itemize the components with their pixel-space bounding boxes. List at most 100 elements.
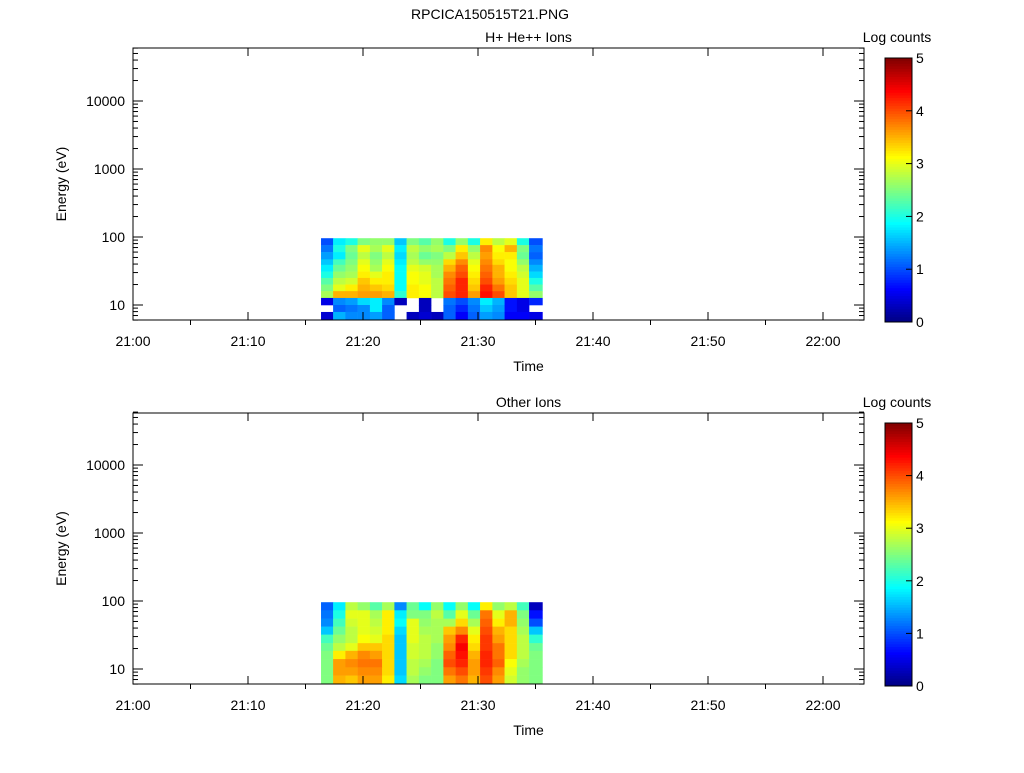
heatmap-cell: [431, 238, 444, 246]
colorbar-segment: [885, 546, 912, 550]
heatmap-cell: [480, 643, 493, 652]
heatmap-cell: [333, 245, 346, 253]
heatmap-cell: [504, 245, 518, 253]
heatmap-cell: [418, 626, 432, 635]
colorbar-segment: [885, 567, 912, 571]
heatmap-cell: [321, 297, 334, 306]
colorbar-tick-label: 2: [916, 208, 924, 224]
heatmap-cell: [443, 238, 456, 246]
colorbar-segment: [885, 662, 912, 666]
heatmap-cell: [529, 271, 543, 279]
heatmap-cell: [455, 284, 469, 292]
heatmap-cell: [333, 610, 346, 619]
heatmap-cell: [516, 284, 530, 292]
colorbar-segment: [885, 76, 912, 80]
colorbar-segment: [885, 319, 912, 323]
heatmap-cell: [406, 634, 420, 644]
heatmap-cell: [357, 297, 371, 306]
colorbar-segment: [885, 163, 912, 167]
heatmap-cell: [443, 245, 456, 253]
heatmap-cell: [516, 291, 530, 299]
colorbar-segment: [885, 308, 912, 312]
colorbar-segment: [885, 509, 912, 513]
heatmap-cell: [529, 659, 543, 668]
colorbar-segment: [885, 126, 912, 130]
heatmap-cell: [357, 610, 371, 619]
figure-title: RPCICA150515T21.PNG: [411, 6, 569, 22]
heatmap-cell: [357, 305, 371, 313]
heatmap-cell: [431, 311, 444, 321]
heatmap-cell: [382, 602, 395, 611]
heatmap-cell: [504, 297, 518, 306]
colorbar-segment: [885, 100, 912, 104]
colorbar-segment: [885, 158, 912, 162]
heatmap-cell: [431, 650, 444, 660]
heatmap-cell: [455, 667, 469, 676]
heatmap-cell: [321, 667, 334, 676]
heatmap-cell: [431, 626, 444, 635]
heatmap-cell: [480, 245, 493, 253]
heatmap-cell: [333, 626, 346, 635]
colorbar-segment: [885, 649, 912, 653]
colorbar-segment: [885, 520, 912, 524]
heatmap-cell: [443, 277, 456, 285]
heatmap-cell: [394, 650, 407, 660]
heatmap-cell: [345, 643, 358, 652]
colorbar-segment: [885, 266, 912, 270]
heatmap-cell: [369, 297, 383, 306]
colorbar-segment: [885, 166, 912, 170]
colorbar-segment: [885, 303, 912, 307]
heatmap-cell: [492, 618, 505, 627]
heatmap-cell: [480, 650, 493, 660]
colorbar-segment: [885, 612, 912, 616]
heatmap-cell: [443, 284, 456, 292]
heatmap-cell: [369, 264, 383, 272]
x-tick-label: 21:10: [230, 333, 265, 349]
colorbar-segment: [885, 459, 912, 463]
heatmap-cell: [492, 602, 505, 611]
y-tick-label: 1000: [94, 525, 125, 541]
colorbar-segment: [885, 501, 912, 506]
heatmap-cell: [418, 311, 432, 321]
colorbar-segment: [885, 423, 912, 427]
colorbar-segment: [885, 609, 912, 613]
colorbar-segment: [885, 614, 912, 619]
colorbar-segment: [885, 654, 912, 658]
heatmap-cell: [504, 264, 518, 272]
heatmap-cell: [443, 264, 456, 272]
heatmap-cell: [418, 259, 432, 266]
colorbar-segment: [885, 470, 912, 474]
heatmap-cell: [333, 650, 346, 660]
heatmap-cell: [431, 602, 444, 611]
colorbar-segment: [885, 179, 912, 183]
colorbar-segment: [885, 451, 912, 456]
heatmap-cell: [467, 618, 481, 627]
heatmap-cell: [382, 264, 395, 272]
colorbar-segment: [885, 234, 912, 239]
heatmap-cell: [333, 675, 346, 685]
colorbar-tick-label: 0: [916, 314, 924, 330]
heatmap-cell: [529, 238, 543, 246]
heatmap-cell: [394, 252, 407, 260]
heatmap-cell: [529, 650, 543, 660]
colorbar-segment: [885, 586, 912, 590]
heatmap-cell: [406, 675, 420, 685]
heatmap-cell: [321, 618, 334, 627]
colorbar-tick-label: 1: [916, 261, 924, 277]
colorbar-segment: [885, 533, 912, 537]
colorbar-segment: [885, 147, 912, 151]
heatmap-cell: [431, 291, 444, 299]
heatmap-cell: [345, 311, 358, 321]
colorbar-segment: [885, 129, 912, 133]
heatmap-cell: [369, 618, 383, 627]
colorbar-segment: [885, 197, 912, 202]
colorbar-segment: [885, 269, 912, 273]
colorbar-tick-label: 5: [916, 415, 924, 431]
heatmap-cell: [418, 634, 432, 644]
colorbar-segment: [885, 678, 912, 682]
heatmap-cell: [492, 311, 505, 321]
colorbar-segment: [885, 229, 912, 233]
heatmap-cell: [467, 643, 481, 652]
heatmap-cell: [529, 284, 543, 292]
